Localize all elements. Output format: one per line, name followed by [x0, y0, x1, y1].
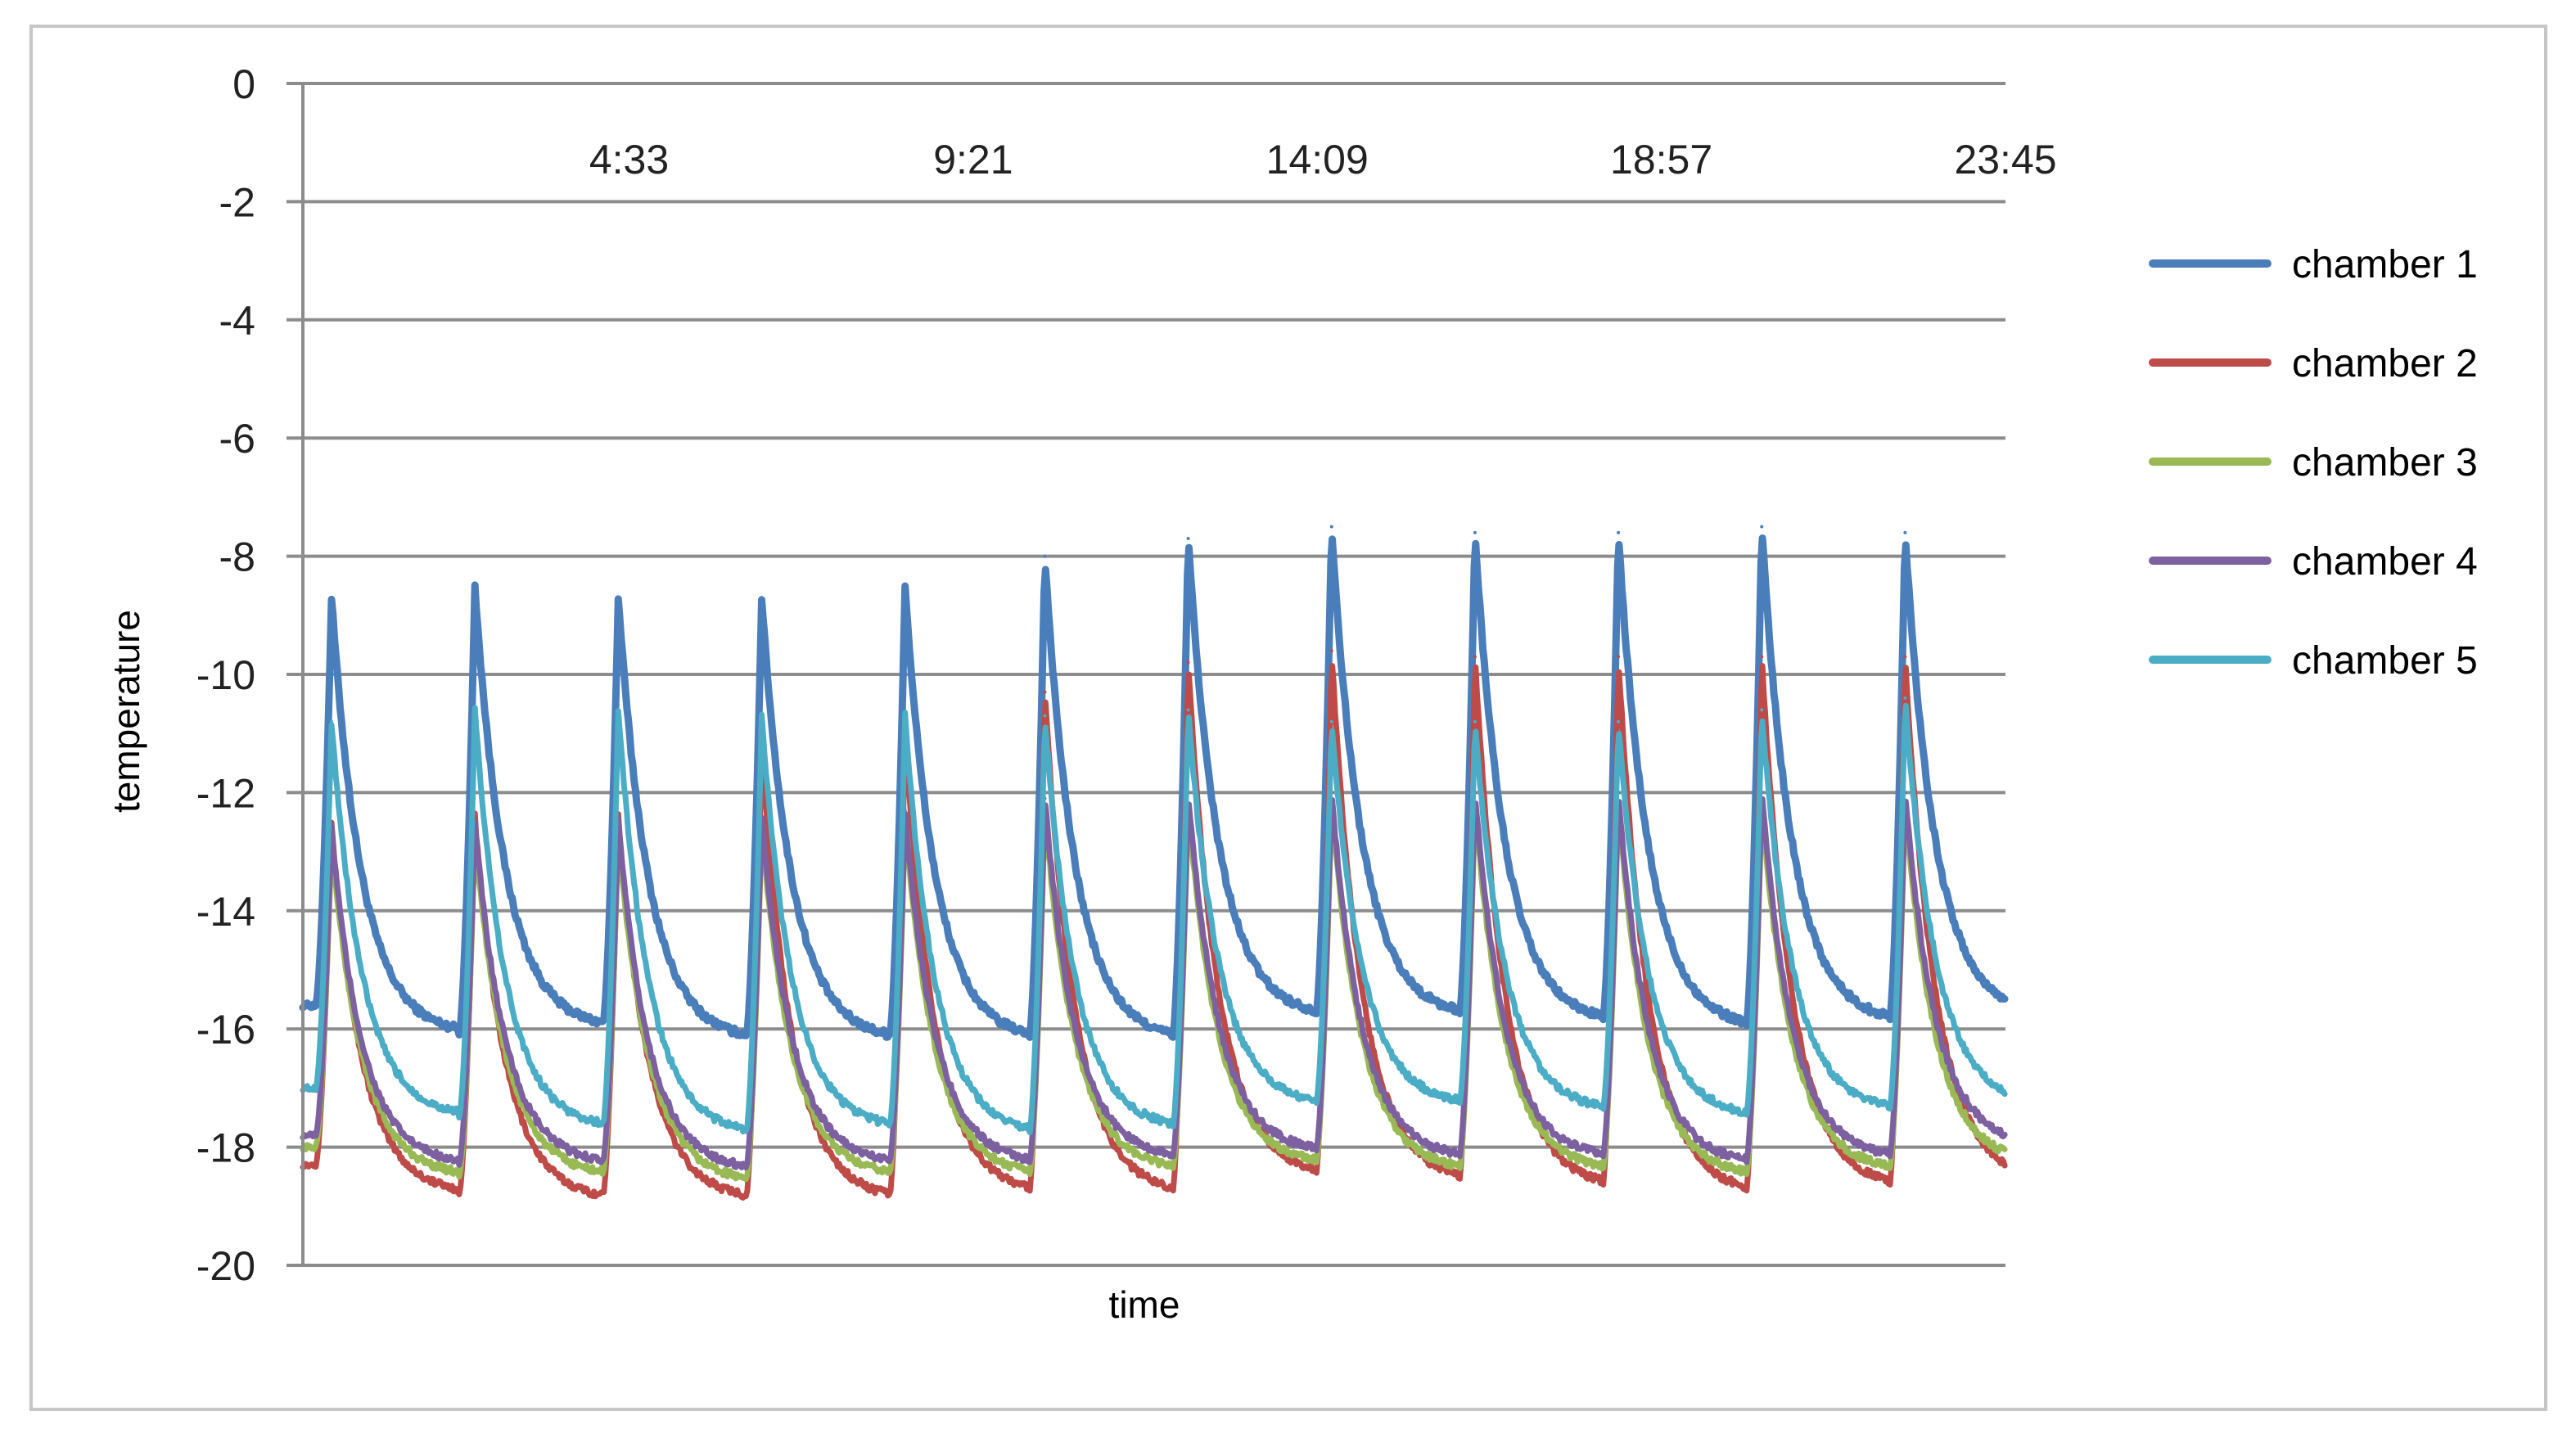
data-point — [1617, 530, 1621, 534]
y-tick-label: -4 — [219, 298, 255, 344]
x-tick-label: 23:45 — [1954, 137, 2056, 183]
data-point — [760, 714, 764, 718]
legend-label: chamber 5 — [2292, 639, 2478, 683]
x-tick-labels: 4:33 9:21 14:09 18:57 23:45 — [589, 137, 2057, 183]
y-tick-labels: 0 -2 -4 -6 -8 -10 -12 -14 -16 -18 -20 — [196, 61, 255, 1289]
data-point — [1473, 655, 1477, 659]
x-axis-title: time — [1109, 1283, 1180, 1326]
data-point — [1186, 660, 1190, 665]
y-tick-label: -12 — [196, 770, 255, 816]
data-point — [1473, 719, 1477, 724]
line-chart: 0 -2 -4 -6 -8 -10 -12 -14 -16 -18 -20 4:33 9:21 14:0… — [105, 61, 2478, 1326]
y-tick-label: -10 — [196, 652, 255, 698]
data-point — [1329, 719, 1333, 724]
data-point — [1760, 708, 1764, 712]
legend-label: chamber 4 — [2292, 540, 2478, 584]
data-point — [473, 584, 477, 588]
data-point — [1617, 719, 1621, 724]
y-tick-label: -8 — [219, 534, 255, 580]
y-tick-label: -2 — [219, 179, 255, 225]
data-point — [616, 708, 620, 712]
x-tick-label: 14:09 — [1266, 137, 1369, 183]
y-axis-title: temperature — [105, 610, 147, 813]
y-tick-label: -20 — [196, 1243, 255, 1289]
data-point — [330, 719, 334, 724]
x-tick-label: 18:57 — [1610, 137, 1712, 183]
legend-label: chamber 2 — [2292, 342, 2478, 385]
data-point — [760, 596, 764, 600]
data-point — [1903, 696, 1907, 700]
data-point — [1473, 530, 1477, 534]
legend-label: chamber 1 — [2292, 243, 2478, 286]
y-tick-label: -16 — [196, 1007, 255, 1053]
data-point — [1903, 530, 1907, 534]
series-line-chamber-1 — [299, 534, 2009, 1041]
y-tick-label: 0 — [232, 61, 255, 107]
data-point — [1329, 525, 1333, 529]
series-line-chamber-3 — [300, 806, 2008, 1183]
data-point — [1043, 690, 1047, 694]
data-point — [1043, 554, 1047, 558]
x-tick-label: 9:21 — [933, 137, 1013, 183]
data-point — [903, 714, 907, 718]
series-line-chamber-4 — [300, 796, 2008, 1170]
data-point — [616, 596, 620, 600]
data-point — [1760, 525, 1764, 529]
data-point — [1617, 655, 1621, 659]
data-point — [330, 596, 334, 600]
data-point — [473, 708, 477, 712]
series-line-chamber-5 — [300, 702, 2008, 1135]
data-point — [1043, 714, 1047, 718]
chart-frame: 0 -2 -4 -6 -8 -10 -12 -14 -16 -18 -20 4:33 9:21 14:0… — [29, 25, 2547, 1411]
data-point — [1760, 655, 1764, 659]
legend: chamber 1 chamber 2 chamber 3 chamber 4 cham… — [2149, 243, 2478, 683]
y-tick-label: -18 — [196, 1125, 255, 1171]
data-point — [1186, 536, 1190, 540]
legend-label: chamber 3 — [2292, 441, 2478, 485]
series-lines — [299, 525, 2009, 1201]
series-line-chamber-2 — [300, 663, 2008, 1201]
data-point — [1329, 649, 1333, 653]
data-point — [1186, 708, 1190, 712]
data-point — [903, 584, 907, 588]
x-tick-label: 4:33 — [589, 137, 669, 183]
y-tick-label: -14 — [196, 889, 255, 935]
y-tick-label: -6 — [219, 416, 255, 462]
data-point — [1903, 655, 1907, 659]
